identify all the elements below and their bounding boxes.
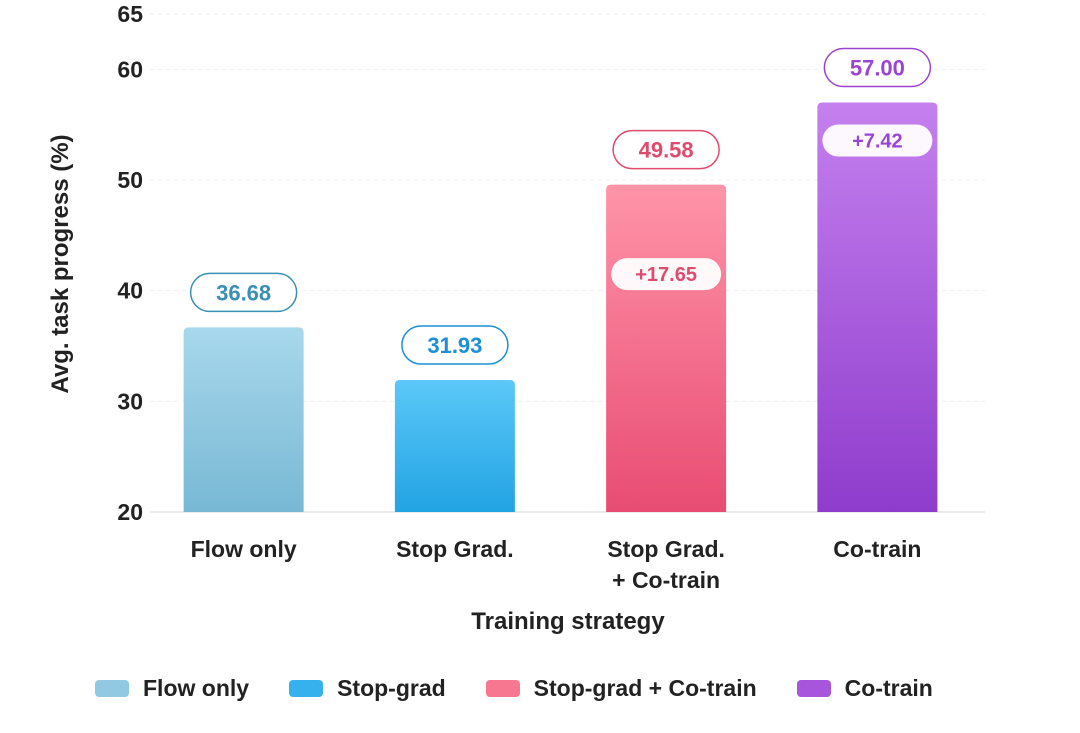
legend: Flow only Stop-grad Stop-grad + Co-train… (95, 672, 995, 704)
legend-swatch (796, 679, 831, 697)
legend-label: Stop-grad (337, 674, 446, 701)
value-label: 57.00 (850, 56, 905, 81)
y-tick-label: 65 (117, 1, 143, 27)
legend-label: Co-train (844, 674, 933, 701)
y-axis-title: Avg. task progress (%) (47, 134, 74, 393)
legend-swatch (485, 679, 520, 697)
y-axis: 20 30 40 50 60 65 (117, 1, 143, 525)
delta-label: +7.42 (852, 131, 903, 153)
x-tick-label: Co-train (833, 536, 921, 562)
legend-item-co-train: Co-train (796, 674, 933, 702)
bar (606, 184, 727, 512)
y-tick-label: 20 (117, 499, 143, 525)
legend-item-flow-only: Flow only (95, 675, 249, 702)
bar (394, 379, 515, 512)
x-axis-title: Training strategy (471, 608, 665, 635)
legend-item-stop-grad: Stop-grad (289, 675, 446, 702)
value-label-pill (823, 47, 932, 88)
y-tick-label: 40 (117, 278, 143, 304)
x-tick-label: Stop Grad. (607, 536, 725, 562)
delta-label: +17.65 (635, 264, 697, 286)
legend-label: Flow only (143, 674, 250, 701)
value-label-pill (189, 272, 298, 313)
x-tick-label: Stop Grad. (396, 536, 514, 562)
legend-item-stop-grad-co-train: Stop-grad + Co-train (485, 674, 757, 702)
value-label-pill (612, 129, 720, 170)
bar (183, 327, 304, 512)
value-label: 36.68 (216, 280, 271, 305)
y-tick-label: 50 (117, 167, 143, 193)
x-tick-label: + Co-train (612, 567, 720, 593)
value-label-pill (401, 325, 509, 365)
bar-chart: 20 30 40 50 60 65 36.68 31.93 49.58 +17.65 57.00 +… (47, 1, 985, 635)
legend-label: Stop-grad + Co-train (533, 674, 757, 701)
x-axis: Flow only Stop Grad. Stop Grad. + Co-train C… (191, 536, 922, 593)
y-tick-label: 60 (117, 56, 143, 82)
legend-swatch (289, 679, 324, 697)
legend-swatch (95, 679, 129, 697)
delta-label-pill (611, 258, 722, 291)
value-label: 49.58 (639, 138, 694, 163)
y-tick-label: 30 (117, 388, 143, 414)
bars: 36.68 31.93 49.58 +17.65 57.00 +7.42 (183, 47, 938, 513)
bar (817, 102, 938, 513)
delta-label-pill (822, 124, 933, 157)
x-tick-label: Flow only (191, 536, 297, 562)
value-label: 31.93 (427, 333, 482, 358)
